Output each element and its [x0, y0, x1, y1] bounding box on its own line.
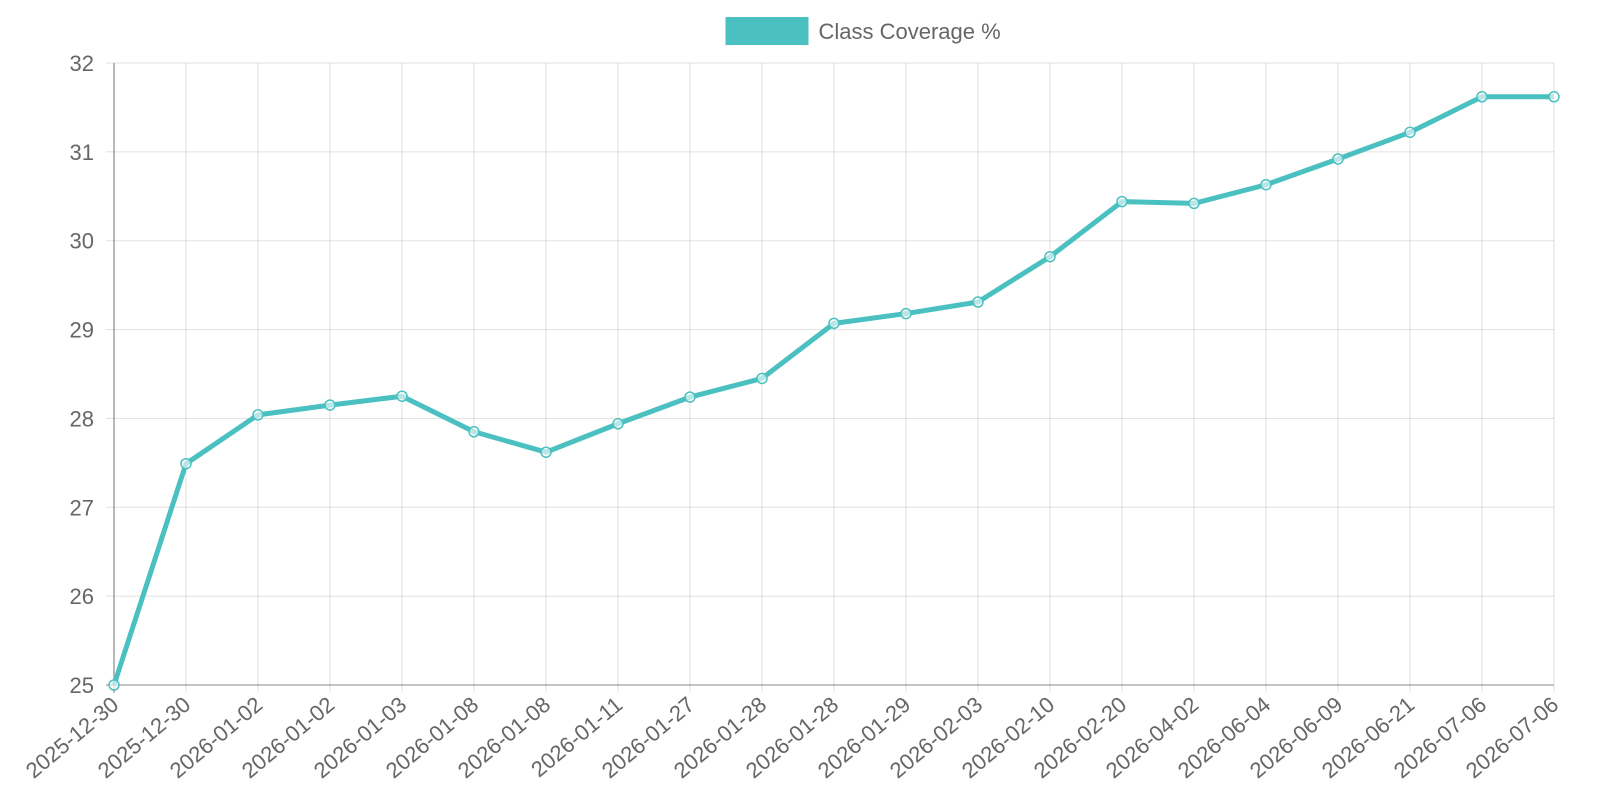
point [1476, 91, 1488, 103]
point [756, 372, 768, 385]
point [972, 296, 984, 308]
point [612, 418, 624, 430]
legend: Class Coverage % [725, 17, 1001, 45]
point [828, 317, 840, 330]
y-tick-label: 27 [70, 495, 94, 520]
y-tick-label: 30 [70, 229, 94, 254]
point [684, 391, 696, 403]
point [396, 390, 408, 402]
legend-swatch [725, 17, 809, 45]
point [252, 409, 264, 421]
y-tick-label: 29 [70, 318, 94, 343]
point [468, 426, 480, 438]
point [180, 457, 192, 470]
point [108, 679, 120, 691]
point [1260, 178, 1272, 191]
point [1548, 91, 1560, 103]
y-tick-label: 31 [70, 140, 94, 165]
point [1188, 197, 1200, 210]
y-tick-label: 28 [70, 406, 94, 431]
point [1404, 126, 1416, 139]
point [324, 399, 336, 411]
point [540, 446, 552, 458]
point [1116, 195, 1128, 208]
y-tick-label: 25 [70, 673, 94, 698]
point [900, 307, 912, 320]
legend-label: Class Coverage % [819, 19, 1001, 44]
y-tick-label: 32 [70, 51, 94, 76]
point [1044, 250, 1056, 263]
point [1332, 153, 1344, 165]
y-tick-label: 26 [70, 584, 94, 609]
